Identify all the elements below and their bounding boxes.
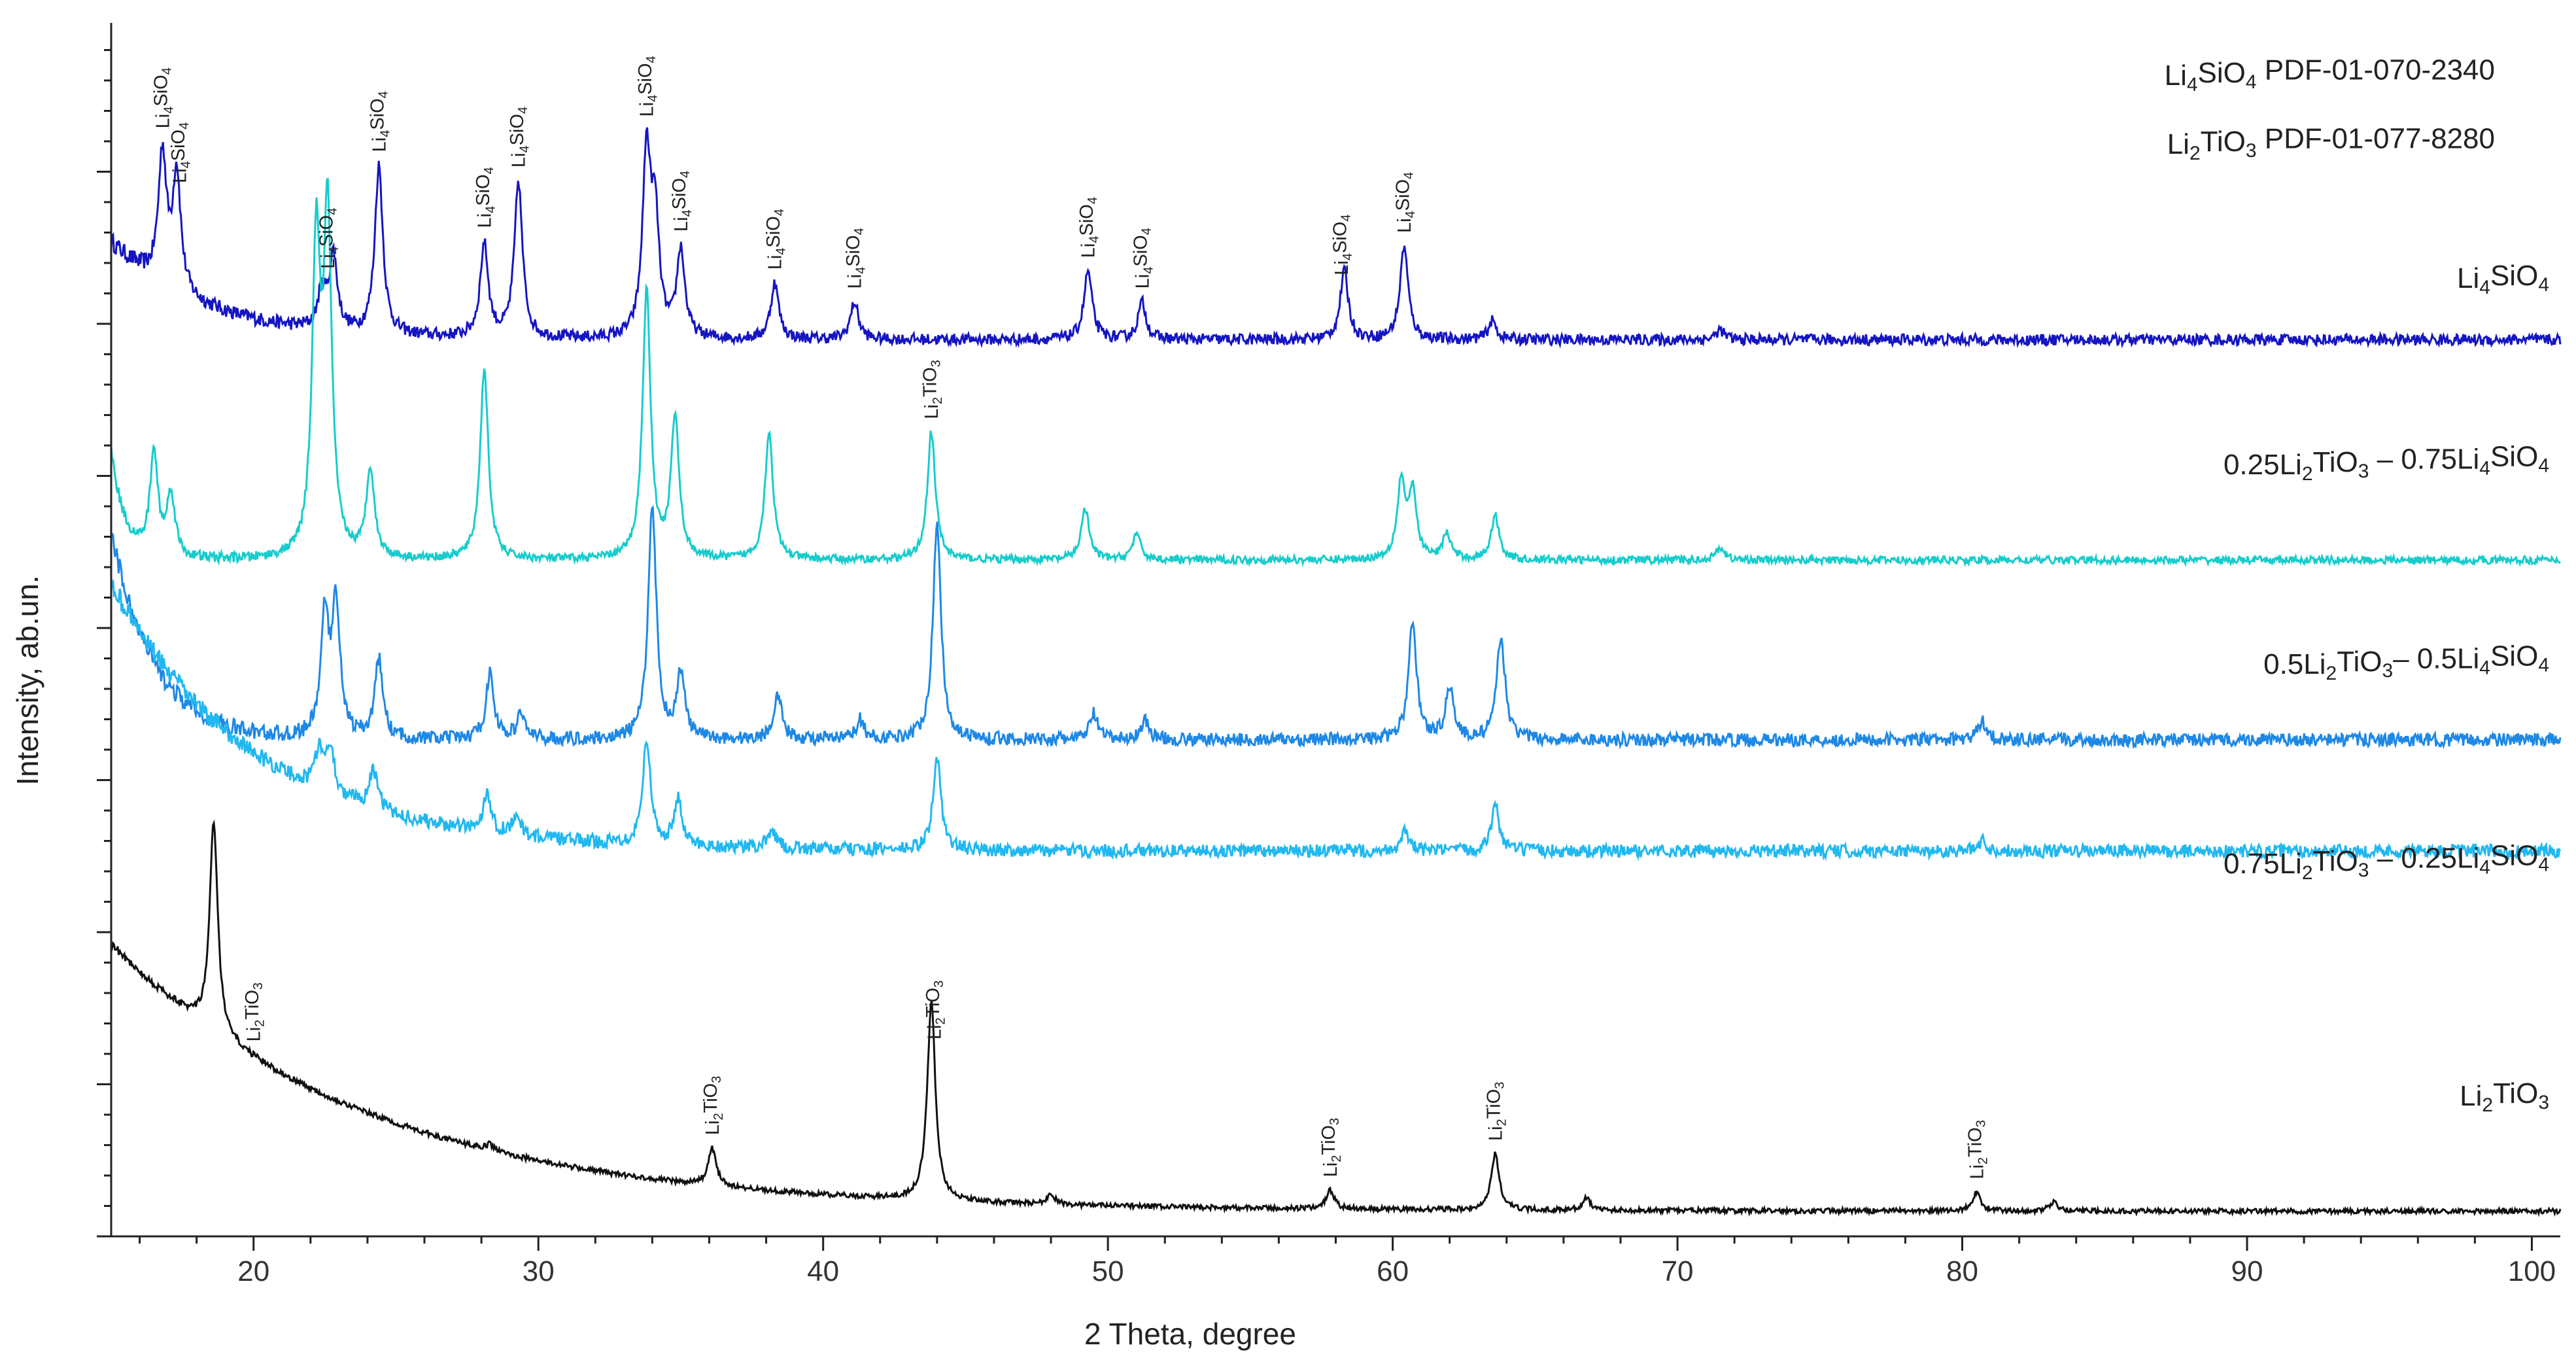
series-line (110, 819, 2562, 1217)
peak-label: Li2TiO3 (1318, 1118, 1344, 1177)
peak-label: Li4SiO4 (1392, 172, 1418, 233)
peak-label: Li4SiO4 (316, 208, 341, 269)
series-label: 0.25Li2TiO3 – 0.75Li4SiO4 (2224, 440, 2549, 485)
peak-label: Li2TiO3 (923, 981, 948, 1039)
peak-label: Li4SiO4 (507, 107, 532, 167)
series-label: Li2TiO3 (2460, 1077, 2549, 1116)
peak-label: Li2TiO3 (1484, 1082, 1509, 1141)
peak-annotations: Li4SiO4Li4SiO4Li4SiO4Li4SiO4Li4SiO4Li4Si… (151, 56, 1991, 1179)
peak-label: Li2TiO3 (242, 983, 267, 1041)
x-tick-label: 80 (1946, 1255, 1978, 1287)
peak-label: Li4SiO4 (1131, 228, 1156, 288)
peak-label: Li4SiO4 (151, 67, 177, 128)
series-traces (110, 127, 2562, 1217)
peak-label: Li2TiO3 (1965, 1120, 1991, 1179)
peak-label: Li4SiO4 (843, 228, 868, 288)
y-axis-title: Intensity, ab.un. (10, 575, 44, 785)
peak-label: Li4SiO4 (1330, 215, 1356, 275)
reference-card-label: Li4SiO4 PDF-01-070-2340 (2165, 54, 2495, 96)
series-label: Li4SiO4 (2457, 260, 2549, 298)
x-axis-title: 2 Theta, degree (1084, 1317, 1296, 1351)
peak-label: Li4SiO4 (368, 91, 393, 152)
axes: 20 30 40 50 60 70 80 90 100 (97, 23, 2560, 1287)
peak-label: Li4SiO4 (669, 171, 695, 232)
series-line (110, 127, 2562, 349)
x-tick-label: 90 (2231, 1255, 2263, 1287)
x-tick-label: 30 (523, 1255, 555, 1287)
peak-label: Li4SiO4 (168, 122, 194, 183)
peak-label: Li2TiO3 (919, 360, 945, 419)
series-line (110, 177, 2562, 568)
peak-label: Li4SiO4 (635, 56, 661, 116)
x-tick-label: 100 (2508, 1255, 2556, 1287)
series-labels: Li4SiO4 0.25Li2TiO3 – 0.75Li4SiO4 0.5Li2Ti… (2165, 54, 2549, 1116)
series-label: 0.5Li2TiO3– 0.5Li4SiO4 (2263, 640, 2549, 684)
reference-card-label: Li2TiO3 PDF-01-077-8280 (2167, 123, 2495, 164)
x-tick-label: 60 (1377, 1255, 1409, 1287)
peak-label: Li2TiO3 (700, 1076, 726, 1135)
series-line (111, 505, 2562, 750)
series-line (110, 578, 2562, 862)
x-tick-label: 70 (1662, 1255, 1694, 1287)
peak-label: Li4SiO4 (1076, 197, 1102, 258)
x-tick-label: 40 (807, 1255, 839, 1287)
series-label: 0.75Li2TiO3 – 0.25Li4SiO4 (2224, 839, 2549, 884)
peak-label: Li4SiO4 (473, 167, 498, 228)
x-tick-label: 50 (1092, 1255, 1124, 1287)
peak-label: Li4SiO4 (763, 209, 789, 270)
x-tick-label: 20 (237, 1255, 269, 1287)
